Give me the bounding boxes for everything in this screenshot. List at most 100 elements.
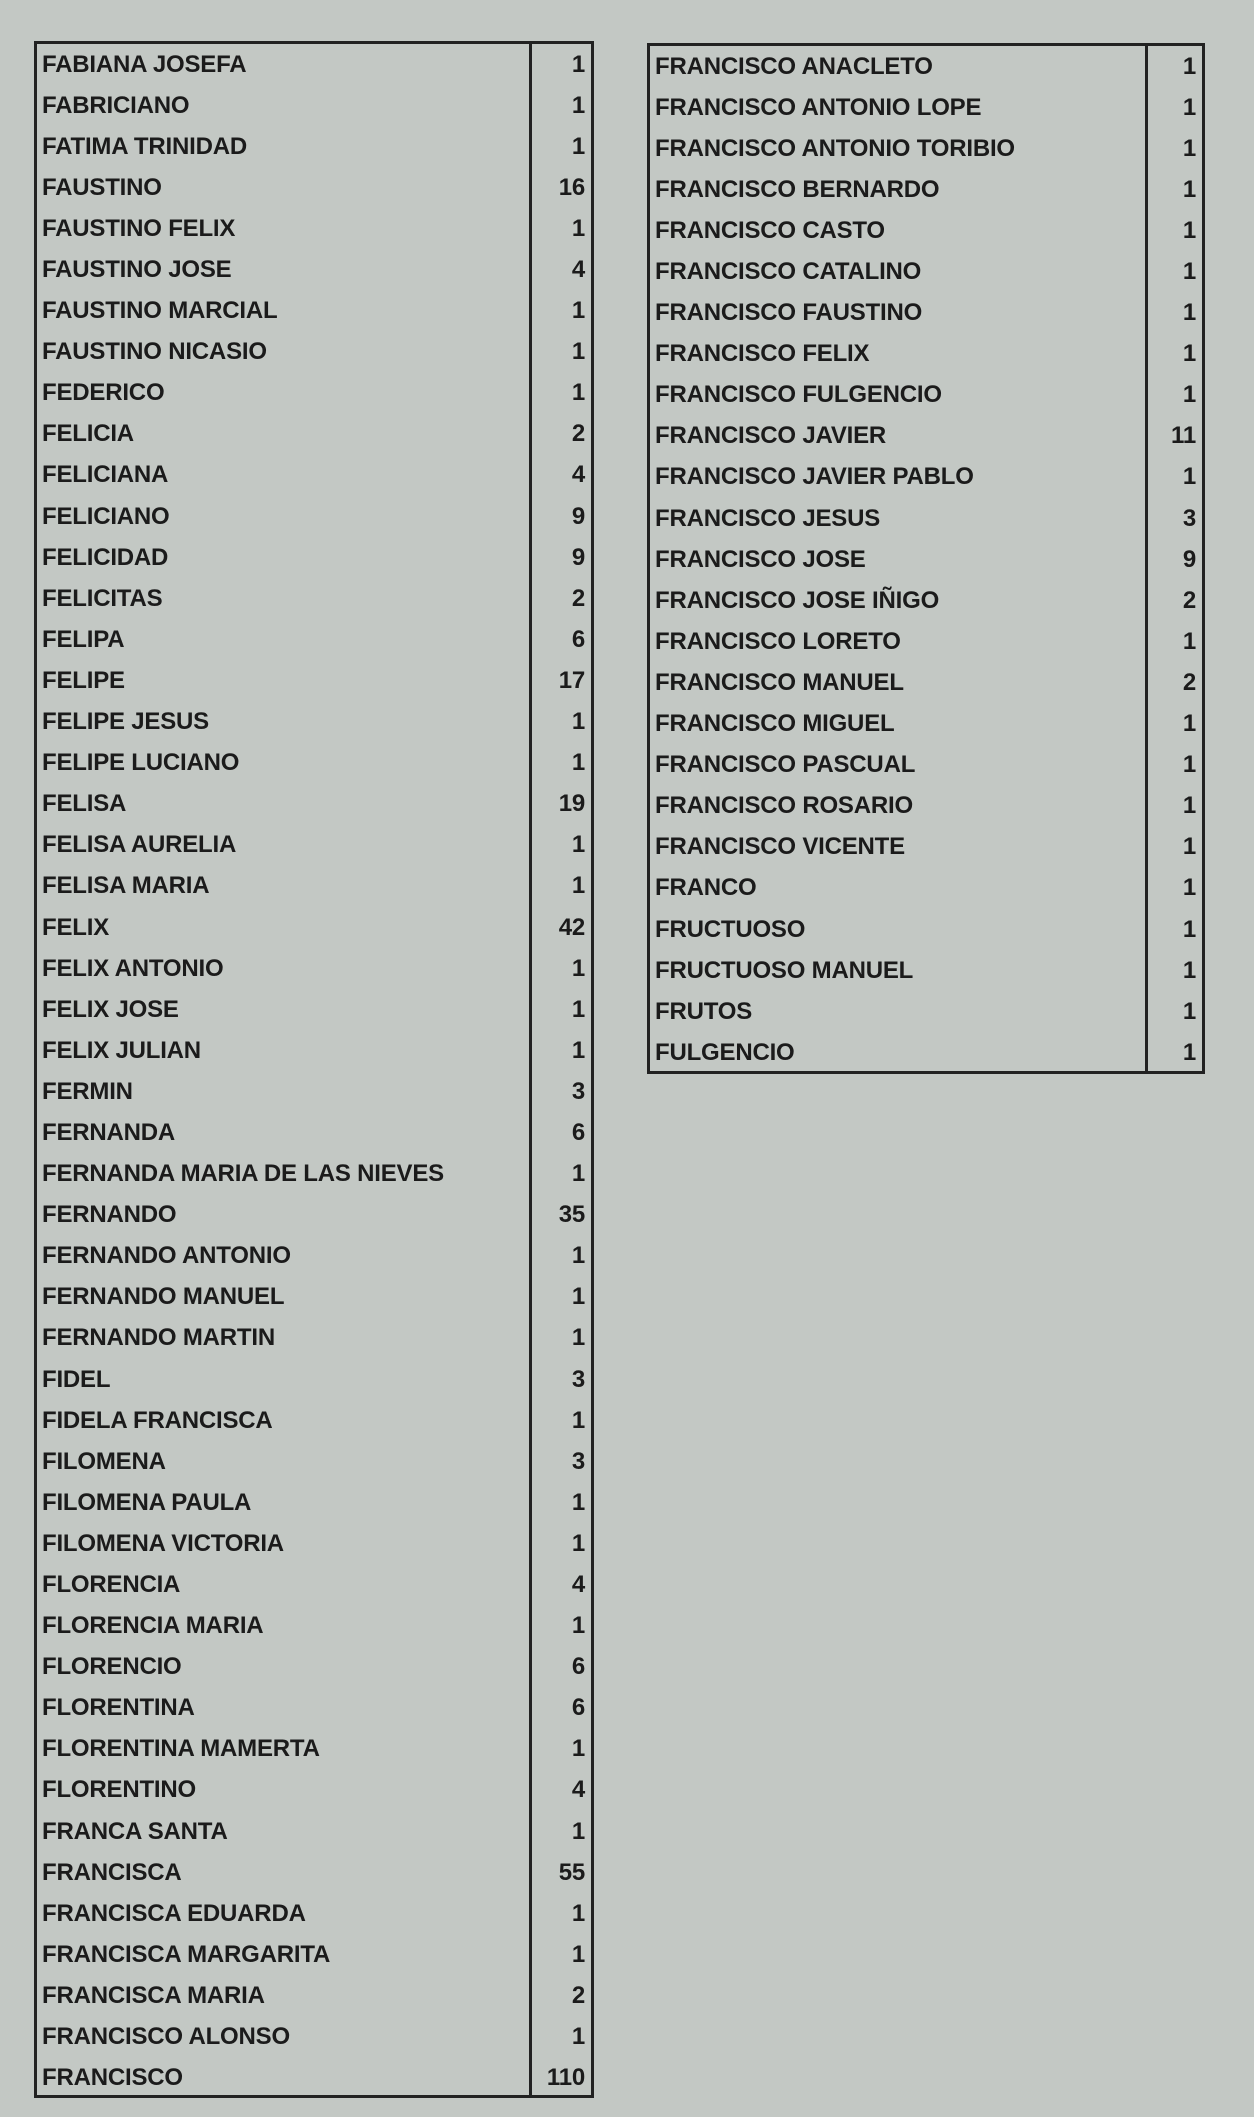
name-cell: FERNANDA bbox=[42, 1118, 176, 1146]
name-cell: FLORENCIO bbox=[42, 1653, 182, 1681]
table-row: FRANCISCO VICENTE 1 bbox=[650, 827, 1202, 868]
table-row: FERNANDA 6 bbox=[37, 1112, 591, 1153]
name-cell: FULGENCIO bbox=[655, 1038, 795, 1066]
table-row: FELIX JULIAN 1 bbox=[37, 1030, 591, 1071]
count-cell: 1 bbox=[571, 50, 585, 78]
table-row: FELICIANA 4 bbox=[37, 455, 591, 496]
table-row: FELISA MARIA 1 bbox=[37, 866, 591, 907]
table-row: FLORENCIA MARIA 1 bbox=[37, 1606, 591, 1647]
name-cell: FRANCISCO MANUEL bbox=[655, 668, 904, 696]
name-cell: FRANCISCO MIGUEL bbox=[655, 710, 895, 738]
name-cell: FATIMA TRINIDAD bbox=[42, 132, 247, 160]
name-cell: FLORENCIA bbox=[42, 1571, 181, 1599]
table-row: FELIX JOSE 1 bbox=[37, 989, 591, 1030]
count-cell: 1 bbox=[571, 1324, 585, 1352]
count-cell: 1 bbox=[571, 954, 585, 982]
count-cell: 1 bbox=[571, 1406, 585, 1434]
name-cell: FRANCISCO JESUS bbox=[655, 504, 881, 532]
table-row: FRANCISCO ROSARIO 1 bbox=[650, 786, 1202, 827]
table-row: FAUSTINO NICASIO 1 bbox=[37, 332, 591, 373]
count-cell: 1 bbox=[571, 1899, 585, 1927]
name-cell: FRANCISCO ANACLETO bbox=[655, 52, 933, 80]
name-cell: FRANCISCO ANTONIO LOPE bbox=[655, 93, 982, 121]
name-cell: FRANCISCO VICENTE bbox=[655, 833, 905, 861]
name-cell: FRANCISCO CATALINO bbox=[655, 258, 922, 286]
count-cell: 1 bbox=[1182, 997, 1196, 1025]
count-cell: 1 bbox=[1182, 52, 1196, 80]
name-cell: FERNANDO bbox=[42, 1201, 177, 1229]
table-row: FRANCISCO CATALINO 1 bbox=[650, 251, 1202, 292]
names-table-left: FABIANA JOSEFA 1 FABRICIANO 1 FATIMA TRINIDA… bbox=[34, 41, 594, 2098]
name-cell: FELISA AURELIA bbox=[42, 831, 237, 859]
table-row: FELIX ANTONIO 1 bbox=[37, 948, 591, 989]
name-cell: FRANCISCO ROSARIO bbox=[655, 792, 913, 820]
count-cell: 19 bbox=[558, 790, 585, 818]
count-cell: 16 bbox=[558, 173, 585, 201]
count-cell: 1 bbox=[571, 132, 585, 160]
count-cell: 6 bbox=[571, 1694, 585, 1722]
count-cell: 3 bbox=[571, 1447, 585, 1475]
table-row: FERMIN 3 bbox=[37, 1071, 591, 1112]
table-row: FERNANDO MANUEL 1 bbox=[37, 1277, 591, 1318]
name-cell: FILOMENA VICTORIA bbox=[42, 1529, 284, 1557]
table-row: FAUSTINO JOSE 4 bbox=[37, 249, 591, 290]
table-row: FIDELA FRANCISCA 1 bbox=[37, 1400, 591, 1441]
name-cell: FRANCISCO JAVIER PABLO bbox=[655, 463, 974, 491]
count-cell: 6 bbox=[571, 625, 585, 653]
table-row: FAUSTINO 16 bbox=[37, 167, 591, 208]
table-row: FAUSTINO MARCIAL 1 bbox=[37, 291, 591, 332]
table-row: FAUSTINO FELIX 1 bbox=[37, 208, 591, 249]
table-row: FLORENCIA 4 bbox=[37, 1564, 591, 1605]
table-row: FRANCISCO PASCUAL 1 bbox=[650, 745, 1202, 786]
name-cell: FLORENTINA bbox=[42, 1694, 195, 1722]
count-cell: 1 bbox=[1182, 956, 1196, 984]
count-cell: 1 bbox=[1182, 792, 1196, 820]
name-cell: FLORENTINO bbox=[42, 1776, 196, 1804]
name-cell: FRANCISCO PASCUAL bbox=[655, 751, 916, 779]
name-cell: FERNANDO ANTONIO bbox=[42, 1242, 291, 1270]
table-row: FLORENCIO 6 bbox=[37, 1647, 591, 1688]
name-cell: FRANCISCO JOSE bbox=[655, 545, 866, 573]
count-cell: 9 bbox=[571, 543, 585, 571]
table-row: FLORENTINA MAMERTA 1 bbox=[37, 1729, 591, 1770]
name-cell: FELICIANO bbox=[42, 502, 170, 530]
table-row: FRANCISCO BERNARDO 1 bbox=[650, 169, 1202, 210]
table-row: FRUCTUOSO 1 bbox=[650, 909, 1202, 950]
name-cell: FIDELA FRANCISCA bbox=[42, 1406, 273, 1434]
count-cell: 1 bbox=[571, 1036, 585, 1064]
count-cell: 1 bbox=[571, 1940, 585, 1968]
count-cell: 1 bbox=[571, 1160, 585, 1188]
count-cell: 1 bbox=[571, 749, 585, 777]
name-cell: FELISA bbox=[42, 790, 127, 818]
count-cell: 11 bbox=[1171, 422, 1196, 450]
name-cell: FLORENTINA MAMERTA bbox=[42, 1735, 320, 1763]
name-cell: FRUCTUOSO bbox=[655, 915, 806, 943]
name-cell: FEDERICO bbox=[42, 379, 165, 407]
name-cell: FILOMENA bbox=[42, 1447, 166, 1475]
name-cell: FRANCISCO FULGENCIO bbox=[655, 381, 942, 409]
name-cell: FABRICIANO bbox=[42, 91, 190, 119]
count-cell: 1 bbox=[571, 1283, 585, 1311]
count-cell: 1 bbox=[571, 379, 585, 407]
table-row: FRANCISCA 55 bbox=[37, 1852, 591, 1893]
name-cell: FLORENCIA MARIA bbox=[42, 1612, 264, 1640]
table-row: FELICITAS 2 bbox=[37, 578, 591, 619]
table-row: FRANCISCO CASTO 1 bbox=[650, 210, 1202, 251]
name-cell: FRANCA SANTA bbox=[42, 1817, 228, 1845]
count-cell: 1 bbox=[1182, 381, 1196, 409]
table-row: FRANCISCO 110 bbox=[37, 2058, 591, 2099]
name-cell: FRANCISCO ANTONIO TORIBIO bbox=[655, 134, 1015, 162]
count-cell: 17 bbox=[558, 666, 585, 694]
table-row: FELIPE LUCIANO 1 bbox=[37, 743, 591, 784]
table-row: FRANCISCO JOSE IÑIGO 2 bbox=[650, 580, 1202, 621]
count-cell: 2 bbox=[571, 1981, 585, 2009]
table-row: FRANCISCO JAVIER PABLO 1 bbox=[650, 457, 1202, 498]
count-cell: 1 bbox=[571, 1735, 585, 1763]
count-cell: 1 bbox=[1182, 915, 1196, 943]
name-cell: FELICITAS bbox=[42, 584, 163, 612]
name-cell: FERMIN bbox=[42, 1077, 133, 1105]
count-cell: 1 bbox=[571, 1242, 585, 1270]
count-cell: 1 bbox=[1182, 93, 1196, 121]
table-row: FIDEL 3 bbox=[37, 1359, 591, 1400]
table-row: FELISA 19 bbox=[37, 784, 591, 825]
